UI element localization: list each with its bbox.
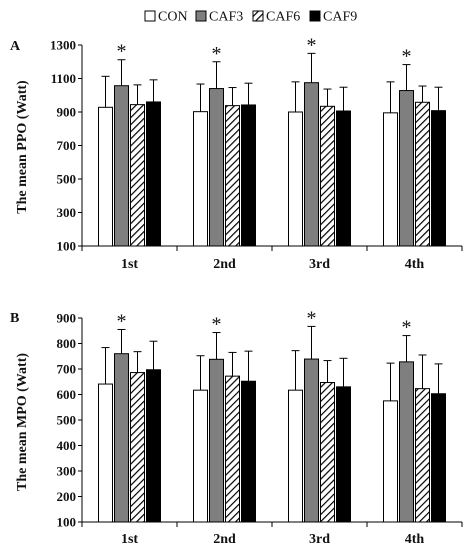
y-tick-label: 900 (57, 311, 77, 326)
y-tick-label: 900 (57, 105, 77, 120)
legend-swatch-caf6 (252, 10, 264, 22)
bar-caf6-2nd (225, 375, 240, 523)
significance-marker-2nd: * (212, 43, 222, 65)
bar-caf6-3rd (320, 105, 335, 247)
bar-caf3-3rd (304, 82, 319, 247)
legend-swatch-caf9 (309, 10, 321, 22)
y-tick-label: 1300 (50, 38, 76, 53)
plot-area-b: 100 200 300 400 500 600 700 800 900 1st 2nd 3rd 4th *… (57, 307, 463, 547)
bar-caf3-4th (399, 90, 414, 247)
y-tick-label: 600 (57, 387, 77, 402)
bar-caf9-3rd (336, 386, 351, 523)
y-tick-label: 300 (57, 464, 77, 479)
bar-caf6-4th (415, 388, 430, 523)
plot-area-a: 100 300 500 700 900 1100 1300 1st 2nd 3rd 4th * * * * (50, 34, 463, 272)
legend-item-caf6: CAF6 (252, 10, 300, 25)
bar-con-1st (98, 383, 113, 523)
bar-con-2nd (193, 111, 208, 247)
significance-marker-1st: * (117, 41, 127, 63)
legend-label-caf9: CAF9 (323, 10, 357, 25)
y-tick-label: 500 (57, 413, 77, 428)
x-tick-label-2nd: 2nd (213, 532, 236, 547)
chart-panel-a: A The mean PPO (Watt) 100 300 500 700 900 110… (10, 34, 463, 272)
significance-marker-1st: * (117, 310, 127, 332)
legend-label-con: CON (158, 10, 188, 25)
bar-caf6-2nd (225, 105, 240, 247)
legend-label-caf6: CAF6 (266, 10, 300, 25)
y-tick-label: 100 (57, 515, 77, 530)
y-axis-label-b: The mean MPO (Watt) (15, 353, 30, 491)
y-tick-label: 500 (57, 172, 77, 187)
y-tick-label: 200 (57, 489, 77, 504)
bar-caf6-1st (130, 372, 145, 523)
legend-item-con: CON (144, 10, 188, 25)
x-tick-label-1st: 1st (121, 532, 138, 547)
bar-caf3-4th (399, 361, 414, 523)
y-tick-label: 1100 (51, 71, 76, 86)
bar-caf9-4th (431, 110, 446, 247)
legend: CON CAF3 CAF6 CAF9 (144, 10, 357, 25)
bar-caf9-1st (146, 101, 161, 247)
chart-panel-b: B The mean MPO (Watt) 100 200 300 400 500 600… (10, 307, 463, 547)
bar-con-1st (98, 106, 113, 247)
legend-item-caf9: CAF9 (309, 10, 357, 25)
legend-swatch-caf3 (195, 10, 207, 22)
y-tick-label: 300 (57, 205, 77, 220)
significance-marker-4th: * (402, 46, 412, 68)
x-tick-label-3rd: 3rd (309, 532, 330, 547)
x-tick-label-4th: 4th (405, 532, 425, 547)
bar-caf9-3rd (336, 110, 351, 247)
y-tick-label: 700 (57, 138, 77, 153)
y-tick-label: 100 (57, 239, 77, 254)
legend-label-caf3: CAF3 (209, 10, 243, 25)
bar-caf3-2nd (209, 358, 224, 523)
legend-swatch-con (144, 10, 156, 22)
x-tick-label-1st: 1st (121, 257, 138, 272)
y-tick-label: 800 (57, 336, 77, 351)
bar-caf6-1st (130, 104, 145, 247)
bar-caf9-2nd (241, 380, 256, 523)
bar-caf9-2nd (241, 104, 256, 247)
bar-caf3-1st (114, 85, 129, 247)
bar-caf9-1st (146, 369, 161, 523)
panel-label-a: A (10, 39, 21, 54)
bar-caf6-3rd (320, 382, 335, 523)
bar-con-4th (383, 112, 398, 247)
bar-caf3-2nd (209, 88, 224, 247)
significance-marker-2nd: * (212, 314, 222, 336)
significance-marker-3rd: * (307, 307, 317, 329)
y-tick-label: 700 (57, 362, 77, 377)
panel-label-b: B (10, 311, 19, 326)
y-tick-label: 400 (57, 438, 77, 453)
bar-caf9-4th (431, 393, 446, 523)
bar-caf3-1st (114, 353, 129, 523)
bar-con-3rd (288, 389, 303, 523)
legend-item-caf3: CAF3 (195, 10, 243, 25)
x-tick-label-4th: 4th (405, 257, 425, 272)
significance-marker-4th: * (402, 317, 412, 339)
x-tick-label-3rd: 3rd (309, 257, 330, 272)
bar-con-4th (383, 400, 398, 523)
bar-con-3rd (288, 111, 303, 247)
significance-marker-3rd: * (307, 34, 317, 56)
y-axis-label-a: The mean PPO (Watt) (15, 80, 30, 214)
bar-caf6-4th (415, 101, 430, 247)
x-tick-label-2nd: 2nd (213, 257, 236, 272)
bar-con-2nd (193, 389, 208, 523)
bar-caf3-3rd (304, 358, 319, 523)
